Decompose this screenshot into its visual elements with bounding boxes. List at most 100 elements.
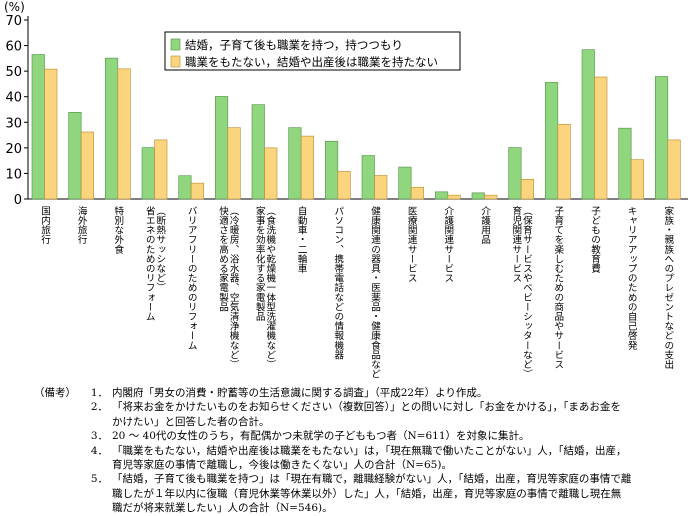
note-number: 3． xyxy=(90,430,108,443)
bar-series-1 xyxy=(288,127,302,200)
y-tick-label: 60 xyxy=(5,40,22,55)
bar-series-2 xyxy=(667,139,681,200)
note-row-1: （備考） 1． 内閣府「男女の消費・貯蓄等の生活意識に関する調査」（平成22年）… xyxy=(34,386,694,400)
bar-series-2 xyxy=(117,68,131,200)
bar-series-2 xyxy=(337,171,351,200)
x-category-label: 健康関連の器具・医薬品・健康食品など xyxy=(369,205,381,378)
x-category-label-line: 子育てを楽しむための商品やサービス xyxy=(552,206,564,369)
x-category-label: 特別な外食 xyxy=(112,205,124,254)
x-category-label-line: キャリアアップのための自己啓発 xyxy=(626,206,638,351)
x-category-label-line: （食洗機や乾燥機一体型洗濯機など） xyxy=(264,206,276,369)
bar-series-1 xyxy=(141,147,155,200)
bar-series-2 xyxy=(264,147,278,200)
bar-chart: (%) 0 10 20 30 40 50 60 70 国内旅行 海外旅行 特別な外食 省エネのためのリ… xyxy=(4,0,688,379)
y-tick-label: 70 xyxy=(5,14,22,29)
bar-series-2 xyxy=(154,139,168,200)
note-number: 4． xyxy=(90,444,108,457)
bar-series-1 xyxy=(105,57,119,200)
x-category-label-line: 自動車・二輪車 xyxy=(296,205,308,274)
x-category-label-line: （保育サービスやベビーシッターなど） xyxy=(521,206,533,379)
legend-label: 職業をもたない，結婚や出産後は職業を持たない xyxy=(185,55,438,69)
y-tick-label: 0 xyxy=(14,193,22,208)
x-category-label-line: 家事を効率化する家電製品 xyxy=(254,205,266,322)
bar-series-2 xyxy=(190,182,204,200)
note-row-5: 5． 「結婚，子育て後も職業を持つ」は「現在有職で，離職経験がない」人，「結婚，… xyxy=(34,472,694,515)
y-axis-unit: (%) xyxy=(4,0,25,14)
chart-legend: 結婚，子育て後も職業を持つ，持つつもり職業をもたない，結婚や出産後は職業を持たな… xyxy=(164,31,461,71)
bar-series-2 xyxy=(44,68,58,200)
bar-series-1 xyxy=(618,127,632,200)
bar-series-1 xyxy=(31,54,45,200)
bar-series-1 xyxy=(215,96,229,200)
x-category-label: 育児関連サービス （保育サービスやベビーシッターなど） xyxy=(510,205,532,378)
bar-series-1 xyxy=(325,140,339,200)
x-category-label-line: 育児関連サービス xyxy=(510,205,522,282)
bar-series-2 xyxy=(594,76,608,200)
bar-series-2 xyxy=(80,131,94,200)
x-category-label: 海外旅行 xyxy=(76,205,88,245)
x-category-label-line: 国内旅行 xyxy=(39,206,51,245)
x-category-label-line: （冷暖房、浴水器、空気清浄機など） xyxy=(228,206,240,369)
bar-series-1 xyxy=(178,175,192,200)
note-number: 2． xyxy=(90,401,108,414)
note-text: 20 ～ 40代の女性のうち，有配偶かつ未就学の子どももつ者（N=611）を対象… xyxy=(112,430,530,443)
x-category-label: 子どもの教育費 xyxy=(589,206,601,274)
y-tick-label: 40 xyxy=(5,91,22,106)
legend-box xyxy=(164,31,461,71)
bar-series-2 xyxy=(227,127,241,200)
legend-swatch xyxy=(170,55,181,68)
bar-series-2 xyxy=(447,194,461,200)
bar-series-2 xyxy=(484,194,498,200)
bar-series-1 xyxy=(398,166,412,200)
x-category-label-line: 特別な外食 xyxy=(112,205,124,254)
x-category-label-line: 介護関連サービス xyxy=(442,206,454,283)
notes: （備考） 1． 内閣府「男女の消費・貯蓄等の生活意識に関する調査」（平成22年）… xyxy=(34,386,694,516)
x-category-label-line: 健康関連の器具・医薬品・健康食品など xyxy=(369,205,381,378)
legend-label: 結婚，子育て後も職業を持つ，持つつもり xyxy=(185,38,403,52)
x-category-label: 省エネのためのリフォーム （断熱サッシなど） xyxy=(144,205,166,321)
x-category-label: 介護関連サービス xyxy=(442,206,454,283)
x-category-label-line: 子どもの教育費 xyxy=(589,206,601,274)
bar-series-1 xyxy=(581,49,595,200)
chart-x-labels: 国内旅行 海外旅行 特別な外食 省エネのためのリフォーム （断熱サッシなど） バリアフリー… xyxy=(39,205,674,378)
x-category-label-line: パソコン、携帯電話などの情報機器 xyxy=(332,206,344,360)
x-category-label: 快適さを高める家電製品 （冷暖房、浴水器、空気清浄機など） xyxy=(217,205,239,369)
note-number: 1． xyxy=(90,387,108,399)
note-number: 5． xyxy=(90,473,108,486)
x-category-label: 家事を効率化する家電製品 （食洗機や乾燥機一体型洗濯機など） xyxy=(254,205,276,369)
note-text: 「職業をもたない，結婚や出産後は職業をもたない」は，「現在無職で働いたことがない… xyxy=(112,444,627,472)
bar-series-2 xyxy=(300,135,314,200)
y-tick-label: 50 xyxy=(5,65,22,80)
x-category-label-line: 家族・親族へのプレゼントなどの支出 xyxy=(662,205,674,370)
notes-head: （備考） xyxy=(34,387,76,399)
chart-axes: (%) 0 10 20 30 40 50 60 70 xyxy=(4,0,688,208)
note-row-4: 4． 「職業をもたない，結婚や出産後は職業をもたない」は，「現在無職で働いたこと… xyxy=(34,444,694,473)
x-category-label: 子育てを楽しむための商品やサービス xyxy=(552,206,564,369)
bar-series-2 xyxy=(374,175,388,200)
x-category-label-line: （断熱サッシなど） xyxy=(154,206,166,292)
x-category-label: 介護用品 xyxy=(479,206,491,245)
y-tick-label: 30 xyxy=(5,116,22,131)
legend-swatch xyxy=(170,38,181,51)
x-category-label-line: 快適さを高める家電製品 xyxy=(217,205,229,312)
bar-series-1 xyxy=(545,82,559,200)
note-text: 内閣府「男女の消費・貯蓄等の生活意識に関する調査」（平成22年）より作成。 xyxy=(112,387,488,399)
note-text: 「将来お金をかけたいものをお知らせください（複数回答）」との問いに対し「お金をか… xyxy=(112,401,621,428)
x-category-label-line: バリアフリーのためのリフォーム xyxy=(186,206,198,350)
x-category-label-line: 省エネのためのリフォーム xyxy=(144,205,156,321)
x-category-label: パソコン、携帯電話などの情報機器 xyxy=(332,206,344,360)
y-tick-label: 20 xyxy=(5,142,22,157)
x-category-label: 医療関連サービス xyxy=(406,206,418,283)
bar-series-2 xyxy=(520,179,534,200)
note-row-2: 2． 「将来お金をかけたいものをお知らせください（複数回答）」との問いに対し「お… xyxy=(34,400,694,429)
note-row-3: 3． 20 ～ 40代の女性のうち，有配偶かつ未就学の子どももつ者（N=611）… xyxy=(34,429,694,443)
y-tick-label: 10 xyxy=(5,167,22,182)
note-text: 「結婚，子育て後も職業を持つ」は「現在有職で，離職経験がない」人，「結婚，出産，… xyxy=(112,473,632,515)
bar-series-1 xyxy=(655,76,669,200)
x-category-label: 家族・親族へのプレゼントなどの支出 xyxy=(662,205,674,370)
bar-series-1 xyxy=(435,191,449,200)
chart-bars xyxy=(31,49,681,200)
bar-series-1 xyxy=(361,155,375,200)
bar-series-1 xyxy=(251,104,265,200)
bar-series-1 xyxy=(508,147,522,200)
